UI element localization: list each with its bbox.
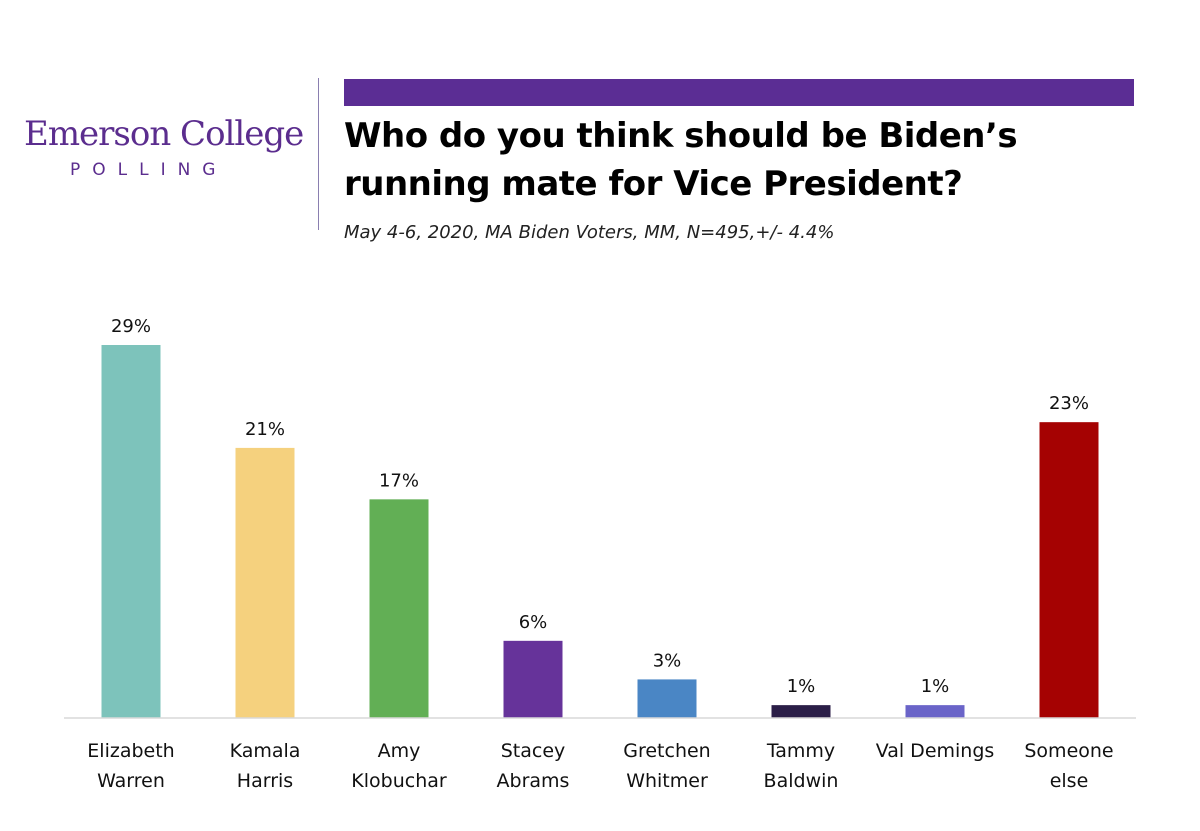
bar-1 [235,447,295,718]
bar-3 [503,640,563,718]
bar-5 [771,705,831,718]
category-label-4: Gretchen Whitmer [623,740,710,792]
bar-0 [101,345,161,718]
category-label-5: Tammy Baldwin [764,740,839,792]
bar-7 [1039,422,1099,718]
value-label-0: 29% [111,316,151,337]
category-label-2: Amy Klobuchar [351,740,447,792]
value-label-1: 21% [245,419,285,440]
category-label-1: Kamala Harris [230,740,301,792]
value-label-4: 3% [653,650,682,671]
value-label-7: 23% [1049,393,1089,414]
bars-layer [101,345,1099,718]
category-label-0: Elizabeth Warren [87,740,174,792]
logo-subtitle: POLLING [70,160,228,180]
bar-6 [905,705,965,718]
category-label-3: Stacey Abrams [497,740,570,792]
value-label-6: 1% [921,676,950,697]
value-label-3: 6% [519,612,548,633]
title-accent-bar [344,79,1134,106]
value-label-5: 1% [787,676,816,697]
logo-name: Emerson College [24,114,304,154]
value-label-2: 17% [379,470,419,491]
category-label-6: Val Demings [876,740,995,762]
bar-4 [637,679,697,718]
chart-title: Who do you think should be Biden’s runni… [344,116,1018,204]
labels-layer: 29% Elizabeth Warren 21% Kamala Harris 17% Amy K… [87,316,1113,792]
category-label-7: Someone else [1024,740,1113,792]
header-divider [318,78,319,230]
bar-2 [369,499,429,718]
chart-subtitle: May 4-6, 2020, MA Biden Voters, MM, N=49… [344,222,835,243]
